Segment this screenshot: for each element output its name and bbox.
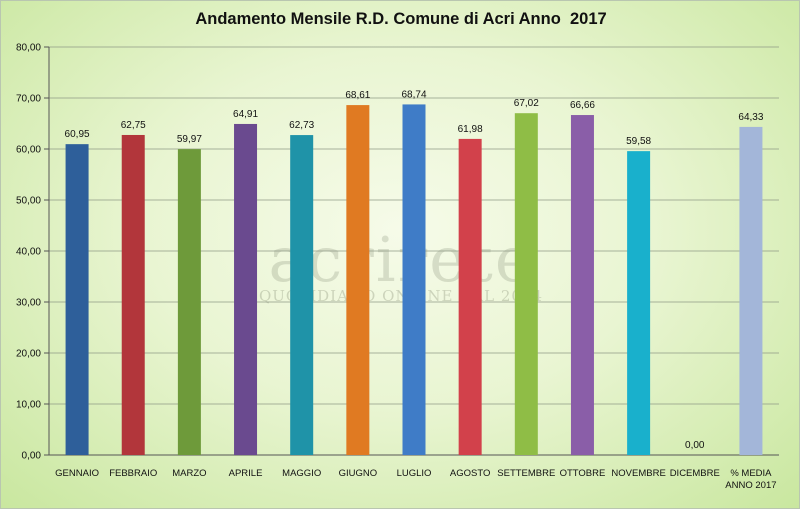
bar bbox=[234, 123, 258, 456]
category-label: OTTOBRE bbox=[560, 468, 606, 479]
y-tick-label: 10,00 bbox=[16, 400, 41, 411]
data-label: 64,91 bbox=[233, 109, 258, 120]
category-label: MAGGIO bbox=[282, 468, 321, 479]
data-label: 0,00 bbox=[685, 440, 705, 451]
category-label: % MEDIA bbox=[730, 468, 772, 479]
category-label: FEBBRAIO bbox=[109, 468, 157, 479]
y-tick-label: 60,00 bbox=[16, 145, 41, 156]
bar bbox=[570, 115, 594, 455]
data-label: 60,95 bbox=[65, 129, 90, 140]
category-label: GENNAIO bbox=[55, 468, 99, 479]
data-label: 59,97 bbox=[177, 134, 202, 145]
data-label: 66,66 bbox=[570, 100, 595, 111]
data-label: 61,98 bbox=[458, 124, 483, 135]
category-label: ANNO 2017 bbox=[725, 480, 776, 491]
data-label: 64,33 bbox=[738, 112, 763, 123]
bar bbox=[514, 113, 538, 455]
data-label: 62,75 bbox=[121, 120, 146, 131]
y-tick-label: 20,00 bbox=[16, 349, 41, 360]
bar bbox=[290, 135, 314, 455]
chart-title: Andamento Mensile R.D. Comune di Acri An… bbox=[195, 10, 607, 28]
bar bbox=[177, 149, 201, 455]
data-label: 67,02 bbox=[514, 98, 539, 109]
category-label: GIUGNO bbox=[339, 468, 378, 479]
bar bbox=[65, 144, 89, 455]
y-tick-label: 50,00 bbox=[16, 196, 41, 207]
y-tick-label: 40,00 bbox=[16, 247, 41, 258]
bar bbox=[346, 105, 370, 456]
bar bbox=[458, 138, 482, 456]
bar bbox=[627, 151, 651, 455]
y-tick-label: 0,00 bbox=[22, 451, 42, 462]
y-tick-label: 70,00 bbox=[16, 94, 41, 105]
bar bbox=[121, 134, 145, 455]
category-label: LUGLIO bbox=[397, 468, 432, 479]
category-label: DICEMBRE bbox=[670, 468, 720, 479]
data-label: 62,73 bbox=[289, 120, 314, 131]
category-label: APRILE bbox=[229, 468, 263, 479]
category-label: AGOSTO bbox=[450, 468, 490, 479]
data-label: 68,61 bbox=[345, 90, 370, 101]
data-label: 68,74 bbox=[401, 89, 426, 100]
y-tick-label: 80,00 bbox=[16, 43, 41, 54]
category-label: MARZO bbox=[172, 468, 206, 479]
data-label: 59,58 bbox=[626, 136, 651, 147]
y-tick-label: 30,00 bbox=[16, 298, 41, 309]
category-label: SETTEMBRE bbox=[497, 468, 555, 479]
category-label: NOVEMBRE bbox=[611, 468, 665, 479]
bar bbox=[402, 104, 426, 456]
bar bbox=[739, 126, 763, 456]
